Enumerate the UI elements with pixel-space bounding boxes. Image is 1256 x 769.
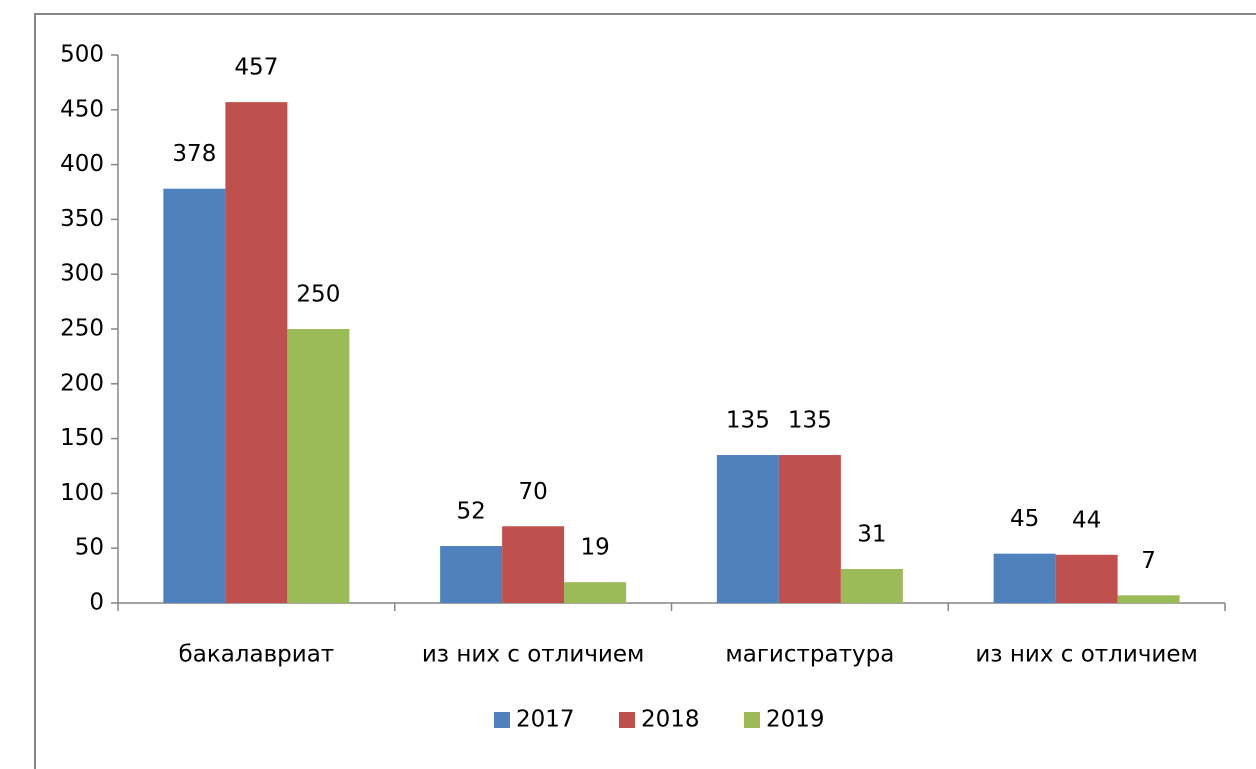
legend-swatch — [494, 712, 510, 728]
y-tick-label: 0 — [89, 590, 104, 616]
y-tick-label: 300 — [60, 261, 104, 287]
bar — [778, 455, 841, 603]
y-tick-label: 100 — [60, 480, 104, 506]
data-label: 52 — [456, 499, 485, 525]
data-label: 135 — [726, 408, 770, 434]
bar — [163, 188, 226, 603]
data-label: 378 — [172, 141, 216, 167]
x-tick-label: бакалавриат — [179, 642, 335, 668]
data-label: 457 — [234, 55, 278, 81]
x-tick-label: из них с отличием — [975, 642, 1198, 668]
y-tick-label: 200 — [60, 370, 104, 396]
bar — [1117, 595, 1180, 603]
data-label: 45 — [1010, 506, 1039, 532]
bar — [440, 546, 503, 603]
y-tick-label: 450 — [60, 96, 104, 122]
legend-swatch — [744, 712, 760, 728]
bar — [716, 455, 779, 603]
legend-label: 2019 — [766, 707, 825, 733]
data-label: 7 — [1141, 548, 1156, 574]
y-tick-label: 500 — [60, 42, 104, 68]
data-label: 19 — [580, 535, 609, 561]
bar — [502, 526, 565, 603]
data-label: 70 — [518, 479, 547, 505]
bar — [225, 102, 288, 604]
y-tick-label: 50 — [75, 535, 104, 561]
y-tick-label: 400 — [60, 151, 104, 177]
bar — [287, 329, 350, 603]
data-label: 250 — [296, 282, 340, 308]
data-label: 31 — [857, 522, 886, 548]
bar — [840, 569, 903, 603]
bar — [993, 553, 1056, 603]
data-label: 44 — [1072, 507, 1101, 533]
legend-swatch — [619, 712, 635, 728]
x-tick-label: магистратура — [725, 642, 894, 668]
legend-label: 2017 — [516, 707, 575, 733]
bar — [1055, 554, 1118, 603]
bar — [564, 582, 627, 603]
x-tick-label: из них с отличием — [422, 642, 645, 668]
y-tick-label: 350 — [60, 206, 104, 232]
data-label: 135 — [788, 408, 832, 434]
legend-label: 2018 — [641, 707, 700, 733]
y-tick-label: 150 — [60, 425, 104, 451]
y-tick-label: 250 — [60, 316, 104, 342]
